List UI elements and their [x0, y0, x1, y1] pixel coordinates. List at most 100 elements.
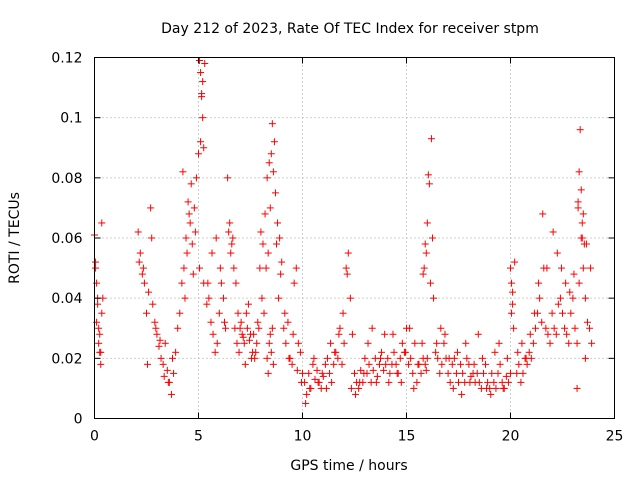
data-point — [473, 369, 481, 377]
data-point — [574, 198, 582, 206]
data-point — [557, 264, 565, 272]
data-point — [356, 378, 364, 386]
data-point — [436, 369, 444, 377]
data-point — [550, 324, 558, 332]
data-point — [511, 258, 519, 266]
data-point — [273, 240, 280, 248]
data-point — [522, 354, 530, 362]
data-point — [417, 369, 425, 377]
data-point — [507, 264, 514, 272]
data-point — [143, 309, 150, 317]
data-point — [335, 330, 343, 338]
data-point — [567, 309, 575, 317]
data-point — [277, 270, 285, 278]
data-point — [172, 348, 180, 356]
data-point — [409, 369, 417, 377]
data-point — [457, 360, 465, 368]
data-point — [483, 384, 491, 392]
data-point — [228, 240, 236, 248]
data-point — [314, 378, 322, 386]
data-point — [310, 354, 318, 362]
x-axis-label: GPS time / hours — [290, 458, 407, 474]
data-point — [216, 264, 224, 272]
data-point — [180, 264, 188, 272]
data-point — [441, 330, 449, 338]
data-point — [267, 150, 275, 158]
data-point — [231, 324, 239, 332]
data-point — [264, 249, 272, 257]
data-point — [414, 360, 422, 368]
data-point — [487, 390, 495, 398]
data-point — [278, 258, 286, 266]
data-point — [313, 366, 321, 374]
data-point — [163, 366, 171, 374]
data-point — [563, 330, 571, 338]
data-point — [319, 372, 327, 380]
x-tick-label: 15 — [398, 429, 416, 445]
data-point — [556, 294, 564, 302]
y-tick-label: 0.06 — [51, 231, 82, 247]
data-point — [430, 294, 438, 302]
y-tick-label: 0.12 — [51, 51, 82, 67]
data-point — [466, 378, 474, 386]
data-point — [205, 294, 213, 302]
data-point — [164, 378, 172, 386]
data-point — [570, 270, 578, 278]
data-point — [463, 354, 471, 362]
data-point — [357, 366, 365, 374]
data-point — [576, 126, 584, 134]
data-point — [268, 120, 276, 128]
data-point — [331, 348, 339, 356]
data-point — [378, 348, 386, 356]
data-point — [548, 309, 556, 317]
data-point — [149, 300, 157, 308]
data-point — [406, 324, 414, 332]
data-point — [140, 279, 148, 287]
data-point — [351, 369, 358, 377]
data-point — [134, 228, 142, 236]
data-point — [197, 138, 205, 146]
data-point — [470, 360, 478, 368]
x-tick-label: 25 — [606, 429, 624, 445]
data-point — [508, 279, 516, 287]
y-tick-label: 0.02 — [51, 351, 82, 367]
data-point — [95, 324, 103, 332]
data-point — [360, 369, 368, 377]
data-point — [230, 264, 238, 272]
data-point — [583, 318, 591, 326]
data-point — [95, 339, 103, 347]
y-tick-label: 0.04 — [51, 291, 82, 307]
data-point — [240, 339, 248, 347]
data-point — [495, 339, 503, 347]
data-point — [263, 354, 271, 362]
data-point — [386, 369, 394, 377]
data-point — [396, 354, 404, 362]
data-point — [326, 369, 334, 377]
data-point — [211, 348, 219, 356]
data-point — [581, 354, 589, 362]
data-point — [248, 354, 256, 362]
data-point — [263, 174, 271, 182]
data-point — [538, 318, 546, 326]
data-point — [253, 339, 261, 347]
data-point — [145, 288, 153, 296]
data-point — [562, 279, 570, 287]
data-point — [208, 249, 216, 257]
data-point — [343, 270, 351, 278]
data-point — [422, 249, 430, 257]
data-point — [462, 339, 470, 347]
data-point — [227, 249, 235, 257]
data-point — [577, 186, 585, 194]
data-point — [281, 309, 289, 317]
data-point — [262, 264, 270, 272]
data-point — [266, 330, 274, 338]
data-point — [490, 378, 498, 386]
data-point — [510, 324, 518, 332]
data-point — [492, 384, 500, 392]
data-point — [318, 369, 326, 377]
data-point — [531, 324, 539, 332]
data-point — [170, 369, 178, 377]
data-point — [213, 339, 221, 347]
data-point — [579, 264, 587, 272]
data-point — [546, 339, 554, 347]
